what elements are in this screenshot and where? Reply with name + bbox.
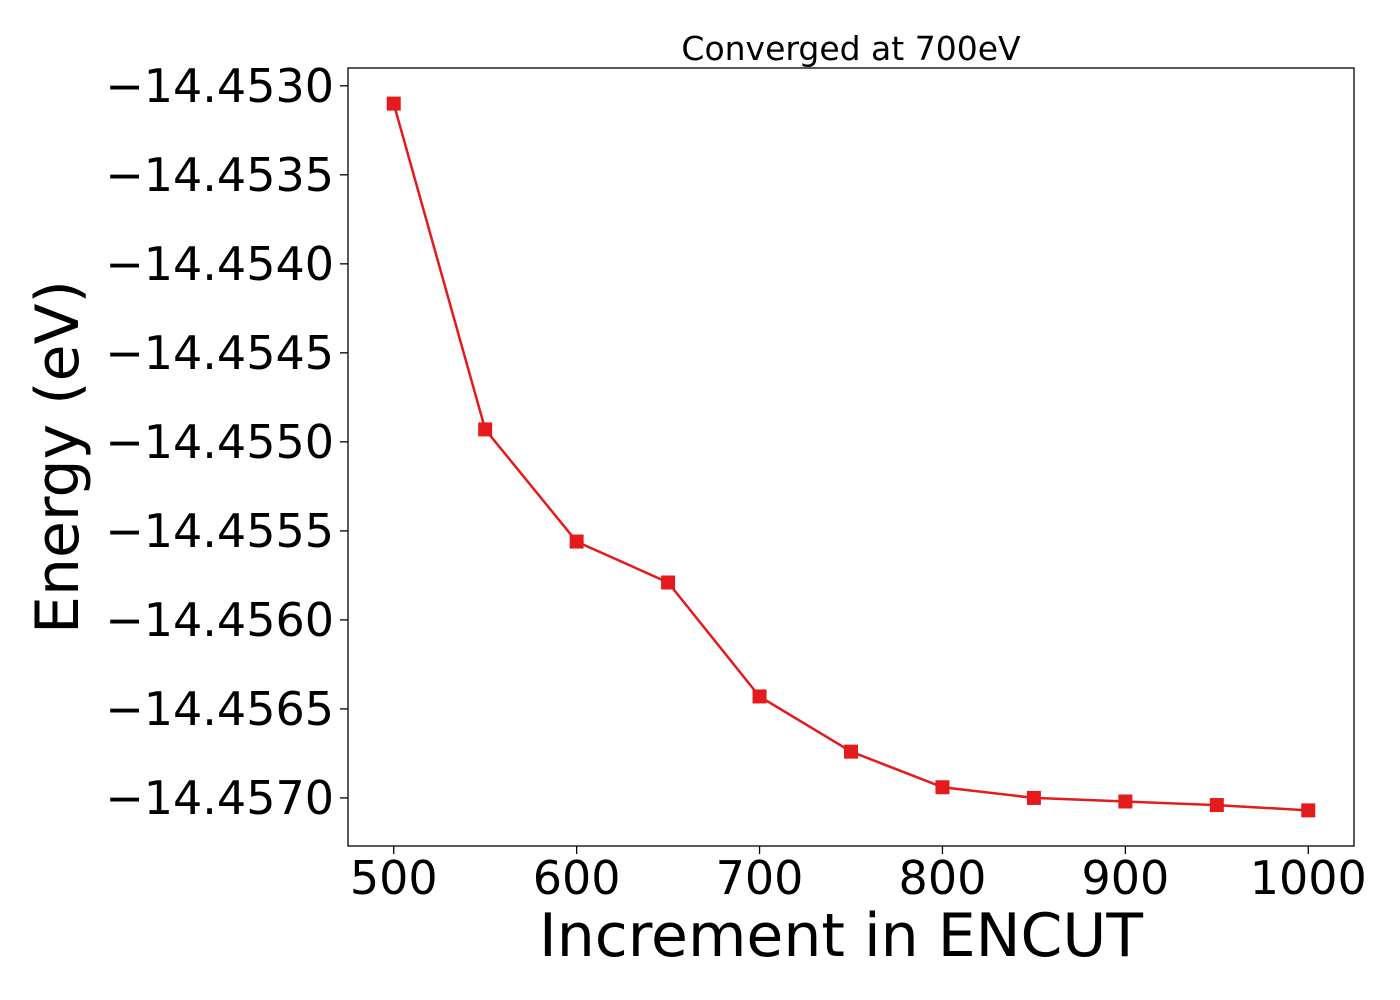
x-tick-label: 600: [533, 851, 621, 905]
plot-frame: [347, 67, 1355, 847]
x-axis-title: Increment in ENCUT: [539, 901, 1143, 971]
y-tick-label: −14.4535: [105, 148, 334, 202]
chart-title: Converged at 700eV: [681, 29, 1021, 68]
y-axis-ticks: −14.4530 −14.4535 −14.4540 −14.4545 −14.4550…: [105, 59, 348, 825]
y-tick-label: −14.4565: [105, 682, 334, 736]
data-point-marker: [1209, 798, 1224, 813]
data-point-marker: [386, 96, 401, 111]
x-axis-ticks: 500 600 700 800 900 1000: [350, 846, 1367, 905]
x-tick-label: 900: [1081, 851, 1169, 905]
x-tick-label: 500: [350, 851, 438, 905]
data-point-marker: [661, 575, 676, 590]
data-point-marker: [1118, 794, 1133, 809]
y-tick-label: −14.4550: [105, 415, 334, 469]
y-tick-label: −14.4530: [105, 59, 334, 113]
data-point-marker: [935, 780, 950, 795]
x-tick-label: 1000: [1250, 851, 1367, 905]
y-axis-title: Energy (eV): [23, 280, 93, 634]
data-point-marker: [478, 422, 493, 437]
series-line: [392, 103, 1309, 812]
y-tick-label: −14.4555: [105, 504, 334, 558]
y-tick-label: −14.4545: [105, 326, 334, 380]
x-tick-label: 800: [899, 851, 987, 905]
data-point-marker: [844, 744, 858, 759]
x-tick-label: 700: [716, 851, 804, 905]
data-point-marker: [752, 689, 767, 704]
y-tick-label: −14.4540: [105, 237, 334, 291]
data-point-marker: [1301, 803, 1316, 818]
data-point-marker: [1026, 790, 1041, 805]
plot-series: [386, 96, 1316, 818]
y-tick-label: −14.4570: [105, 771, 334, 825]
y-tick-label: −14.4560: [105, 593, 334, 647]
data-point-marker: [569, 534, 584, 549]
